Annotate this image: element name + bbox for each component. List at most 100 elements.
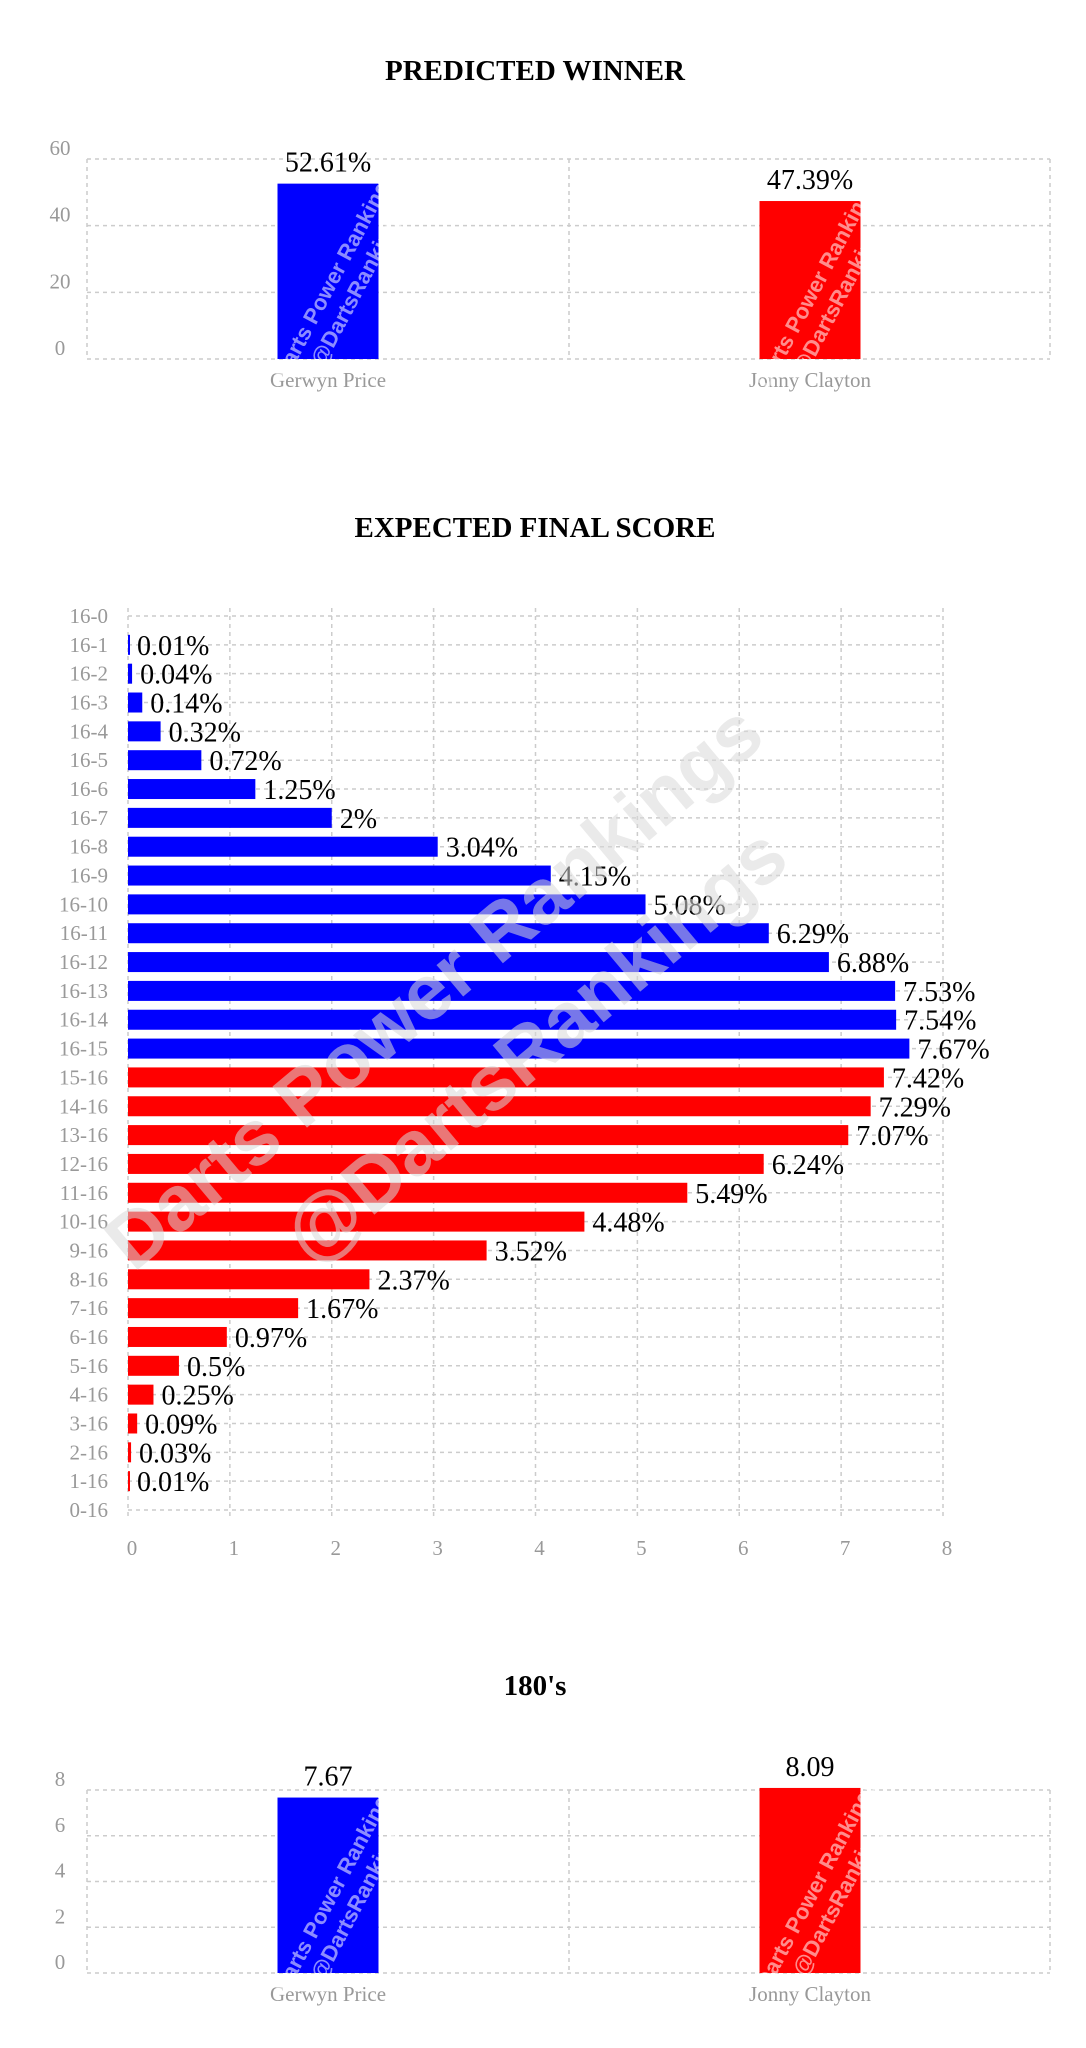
bar <box>128 865 551 886</box>
bar <box>128 750 202 771</box>
bar <box>759 201 861 359</box>
y-tick-label: 16-10 <box>59 892 108 916</box>
bar <box>128 894 646 915</box>
y-tick-label: 14-16 <box>59 1094 108 1118</box>
y-tick-label: 6-16 <box>70 1325 109 1349</box>
x-tick-label: 0 <box>127 1536 138 1560</box>
data-label: 0.01% <box>137 1467 209 1498</box>
data-label: 0.72% <box>209 746 281 777</box>
y-tick-label: 16-8 <box>70 835 109 859</box>
y-tick-label: 2-16 <box>70 1440 109 1464</box>
y-tick-label: 20 <box>50 269 71 293</box>
y-tick-label: 6 <box>55 1813 66 1837</box>
y-tick-label: 4-16 <box>70 1383 109 1407</box>
y-tick-label: 16-7 <box>70 806 109 830</box>
data-label: 47.39% <box>767 165 853 196</box>
bar <box>128 1298 299 1319</box>
data-label: 7.07% <box>856 1121 928 1152</box>
data-label: 7.53% <box>903 977 975 1008</box>
y-tick-label: 16-2 <box>70 662 109 686</box>
y-tick-label: 16-9 <box>70 864 109 888</box>
data-label: 6.24% <box>772 1150 844 1181</box>
bar <box>128 1067 884 1088</box>
data-label: 3.52% <box>495 1236 567 1267</box>
bar <box>128 1009 897 1030</box>
bar <box>128 1413 138 1434</box>
x-tick-label: 1 <box>229 1536 240 1560</box>
bar <box>128 721 161 742</box>
y-tick-label: 11-16 <box>60 1181 108 1205</box>
y-tick-label: 0 <box>55 336 66 360</box>
bar <box>128 1182 688 1203</box>
x-tick-label: Gerwyn Price <box>270 1982 386 2006</box>
bar <box>128 1240 487 1261</box>
bar <box>128 836 438 857</box>
x-tick-label: 5 <box>636 1536 647 1560</box>
data-label: 0.09% <box>145 1409 217 1440</box>
bar <box>128 1153 764 1174</box>
predicted-winner-chart: PREDICTED WINNER 0 20 40 60 Gerwyn Price Jon… <box>50 55 1051 392</box>
data-label: 4.15% <box>559 862 631 893</box>
y-tick-label: 13-16 <box>59 1123 108 1147</box>
data-label: 7.29% <box>879 1092 951 1123</box>
expected-final-score-chart: EXPECTED FINAL SCORE 16-016-116-216-316-… <box>59 512 990 1560</box>
bar <box>128 952 829 973</box>
data-label: 0.14% <box>150 689 222 720</box>
y-tick-label: 2 <box>55 1904 66 1928</box>
y-tick-label: 16-14 <box>59 1008 108 1032</box>
bar <box>128 1096 871 1117</box>
bar <box>277 1797 379 1973</box>
data-label: 0.01% <box>137 631 209 662</box>
data-label: 5.49% <box>695 1179 767 1210</box>
bar <box>128 779 256 800</box>
data-label: 0.04% <box>140 660 212 691</box>
x-tick-label: 8 <box>942 1536 953 1560</box>
bar <box>128 1038 910 1059</box>
y-tick-label: 16-15 <box>59 1037 108 1061</box>
y-tick-label: 8 <box>55 1767 66 1791</box>
data-label: 4.48% <box>592 1208 664 1239</box>
y-tick-label: 16-13 <box>59 979 108 1003</box>
bar <box>128 1471 130 1492</box>
data-label: 0.03% <box>139 1438 211 1469</box>
bar <box>128 634 130 655</box>
y-tick-label: 4 <box>55 1859 66 1883</box>
y-tick-label: 16-11 <box>60 921 108 945</box>
data-label: 2% <box>340 804 377 835</box>
bar <box>128 980 896 1001</box>
data-label: 0.5% <box>187 1352 245 1383</box>
data-label: 0.25% <box>161 1381 233 1412</box>
bar <box>128 663 133 684</box>
data-label: 7.42% <box>892 1063 964 1094</box>
bar <box>128 1355 179 1376</box>
y-tick-label: 8-16 <box>70 1267 109 1291</box>
bar <box>128 1125 849 1146</box>
y-tick-label: 16-6 <box>70 777 109 801</box>
expected-final-score-title: EXPECTED FINAL SCORE <box>355 512 716 544</box>
data-label: 3.04% <box>446 833 518 864</box>
data-label: 52.61% <box>285 148 371 179</box>
y-tick-label: 7-16 <box>70 1296 109 1320</box>
data-label: 7.67% <box>917 1035 989 1066</box>
x-tick-label: Jonny Clayton <box>749 1982 871 2006</box>
x-tick-label: 4 <box>534 1536 545 1560</box>
bar <box>128 1211 585 1232</box>
data-label: 2.37% <box>377 1265 449 1296</box>
bar <box>128 1442 132 1463</box>
data-label: 5.08% <box>654 890 726 921</box>
data-label: 8.09 <box>786 1752 835 1783</box>
bar <box>128 807 332 828</box>
data-label: 6.88% <box>837 948 909 979</box>
data-label: 1.67% <box>306 1294 378 1325</box>
y-tick-label: 16-5 <box>70 748 109 772</box>
y-tick-label: 5-16 <box>70 1354 109 1378</box>
data-label: 7.54% <box>904 1006 976 1037</box>
y-tick-label: 16-1 <box>70 633 109 657</box>
x-tick-label: Jonny Clayton <box>749 368 871 392</box>
bar <box>128 1326 227 1347</box>
y-tick-label: 9-16 <box>70 1238 109 1262</box>
x-tick-label: 6 <box>738 1536 749 1560</box>
bar <box>128 692 143 713</box>
y-tick-label: 10-16 <box>59 1210 108 1234</box>
